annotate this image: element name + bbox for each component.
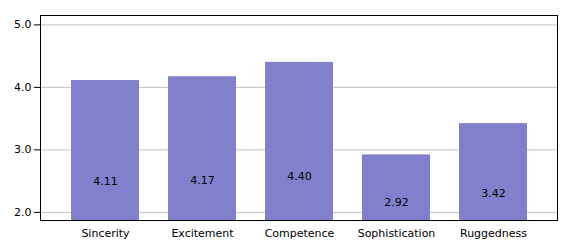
svg-text:Sincerity: Sincerity: [81, 227, 130, 240]
svg-text:Excitement: Excitement: [171, 227, 234, 240]
svg-text:2.0: 2.0: [14, 206, 32, 219]
svg-text:4.40: 4.40: [287, 170, 312, 183]
svg-text:Ruggedness: Ruggedness: [460, 227, 527, 240]
svg-text:Competence: Competence: [265, 227, 335, 240]
svg-text:4.11: 4.11: [93, 175, 118, 188]
svg-text:2.92: 2.92: [384, 196, 409, 209]
svg-text:5.0: 5.0: [14, 18, 32, 31]
svg-text:3.0: 3.0: [14, 143, 32, 156]
svg-text:4.17: 4.17: [190, 174, 215, 187]
svg-text:Sophistication: Sophistication: [358, 227, 436, 240]
svg-text:3.42: 3.42: [481, 187, 506, 200]
svg-text:4.0: 4.0: [14, 81, 32, 94]
